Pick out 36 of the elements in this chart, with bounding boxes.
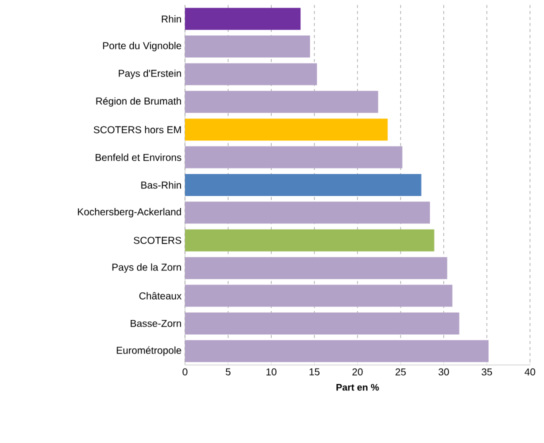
y-tick-label: Basse-Zorn [130,320,181,327]
y-tick-label: SCOTERS hors EM [94,126,181,134]
y-tick-label: Rhin [162,15,181,22]
bar [185,229,434,252]
y-tick-label: Châteaux [139,292,182,300]
x-tick-label: 35 [482,368,492,376]
y-tick-label: Eurométropole [116,346,182,356]
x-tick-label: 5 [226,368,230,376]
bar [185,63,317,86]
bar [185,90,378,113]
y-tick-label: Bas-Rhin [141,181,181,189]
bar [185,257,448,280]
bar [185,174,422,196]
bar [185,8,301,30]
bar [185,284,452,307]
x-tick-label: 0 [182,368,188,376]
x-tick-label: 40 [524,368,536,376]
bar [185,340,489,362]
x-tick-label: 20 [352,368,363,376]
y-tick-label: Région de Brumath [96,97,181,107]
y-tick-label: Pays d'Erstein [118,70,181,79]
x-tick-label: 25 [396,368,406,376]
y-tick-label: Pays de la Zorn [112,263,181,273]
bar [185,202,430,224]
x-tick-label: 15 [310,368,320,376]
y-tick-label: Benfeld et Environs [96,154,182,161]
y-tick-label: Kochersberg-Ackerland [78,208,181,218]
y-tick-label: Porte du Vignoble [103,42,182,52]
bar [185,118,388,141]
y-tick-label: SCOTERS [134,236,182,244]
bar [185,312,460,334]
x-tick-label: 30 [438,368,449,376]
bar [185,146,402,168]
x-axis-title: Part en % [336,384,379,391]
x-tick-label: 10 [266,368,276,376]
bar [185,36,310,58]
